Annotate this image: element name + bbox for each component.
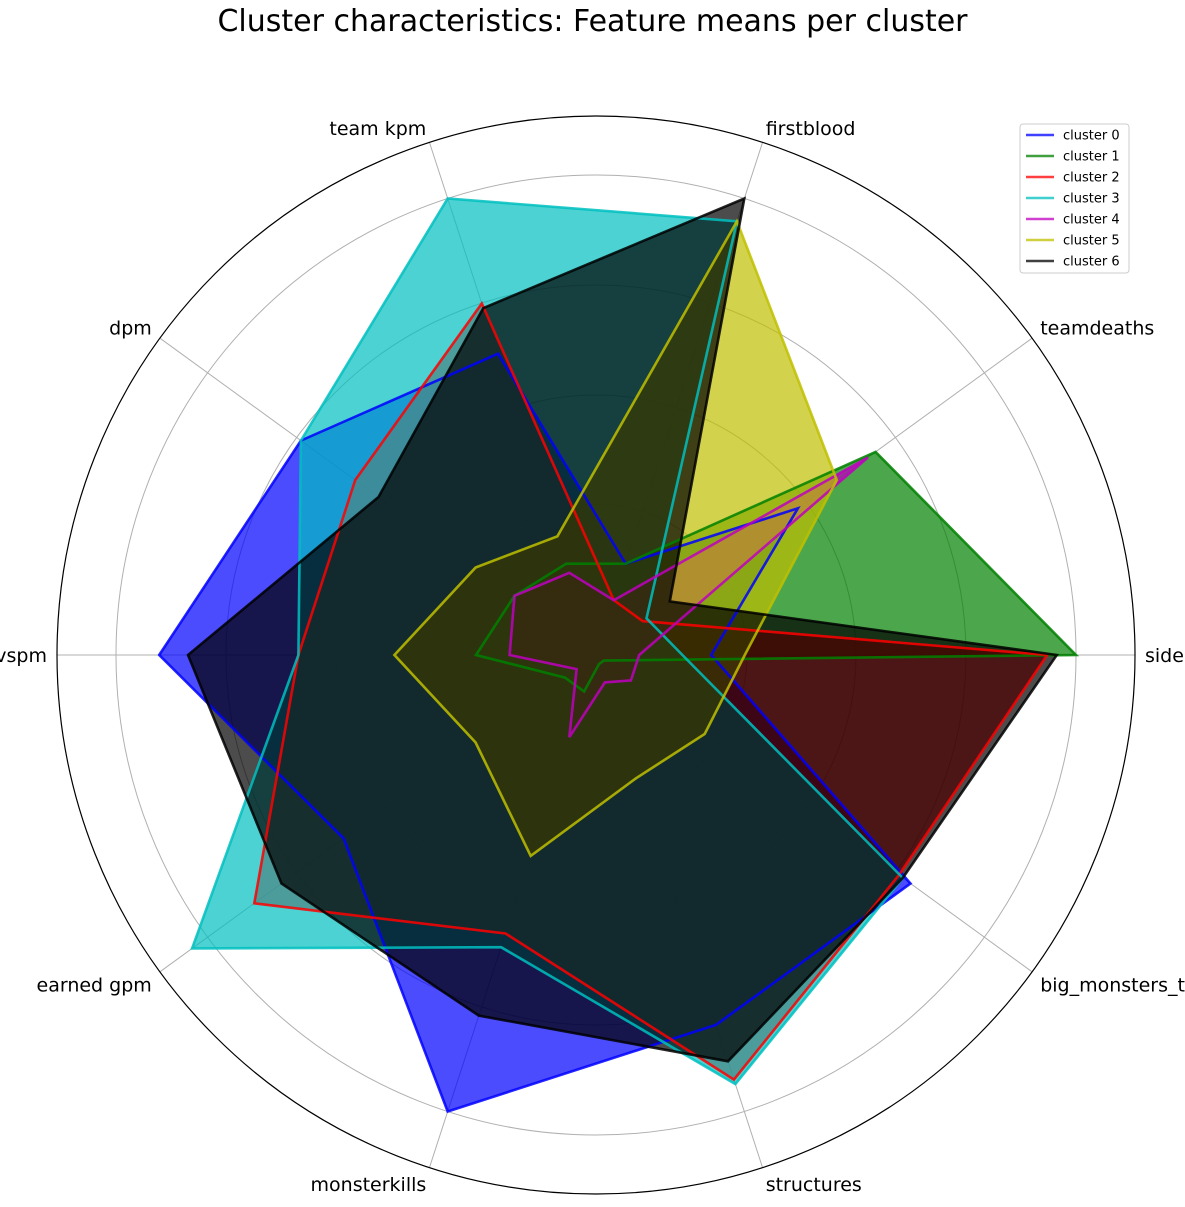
axis-labels: side teamdeaths firstblood team kpm dpm vspm e… (0, 116, 1185, 1198)
legend-entry: cluster 6 (1063, 255, 1120, 270)
axis-label-bg (325, 116, 431, 141)
radar-frame (56, 115, 1136, 1195)
series-fill-6 (188, 198, 1057, 1062)
axis-label-bg (105, 316, 156, 341)
axis-label: vspm (0, 645, 47, 667)
axis-label-bg (761, 1173, 866, 1198)
legend-box (1019, 123, 1130, 274)
legend-entry: cluster 0 (1063, 129, 1120, 144)
axis-label-bg (1036, 316, 1159, 341)
axis-label-bg (306, 1173, 431, 1198)
axis-label: teamdeaths (1040, 317, 1154, 339)
legend-entry: cluster 2 (1063, 171, 1120, 186)
axis-label-bg (32, 973, 156, 998)
series-line-4 (508, 456, 869, 738)
series-line-3 (190, 197, 905, 1086)
series-line-5 (392, 218, 839, 858)
axis-label-bg (761, 116, 860, 141)
axis-label: monsterkills (311, 1174, 427, 1196)
axis-label: firstblood (766, 118, 856, 140)
axis-label: earned gpm (37, 975, 152, 997)
legend: cluster 0 cluster 1 cluster 2 cluster 3 clus… (1019, 123, 1130, 274)
axis-label-bg (1036, 973, 1185, 998)
chart-title: Cluster characteristics: Feature means p… (217, 4, 968, 39)
axis-label-bg (1141, 644, 1185, 668)
series-line-6 (186, 196, 1060, 1063)
series-layer (157, 196, 1080, 1114)
series-line-1 (473, 450, 1080, 694)
axis-label: dpm (109, 317, 152, 339)
axis-label: side (1145, 645, 1184, 667)
axis-label: team kpm (329, 118, 426, 140)
legend-entry: cluster 5 (1063, 234, 1120, 249)
legend-entry: cluster 3 (1063, 192, 1120, 207)
axis-label: big_monsters_taken (1040, 975, 1185, 997)
series-line-0 (157, 352, 913, 1114)
legend-entry: cluster 4 (1063, 213, 1120, 228)
axis-label: structures (766, 1174, 862, 1196)
legend-entry: cluster 1 (1063, 150, 1120, 165)
axis-label-bg (0, 644, 51, 668)
